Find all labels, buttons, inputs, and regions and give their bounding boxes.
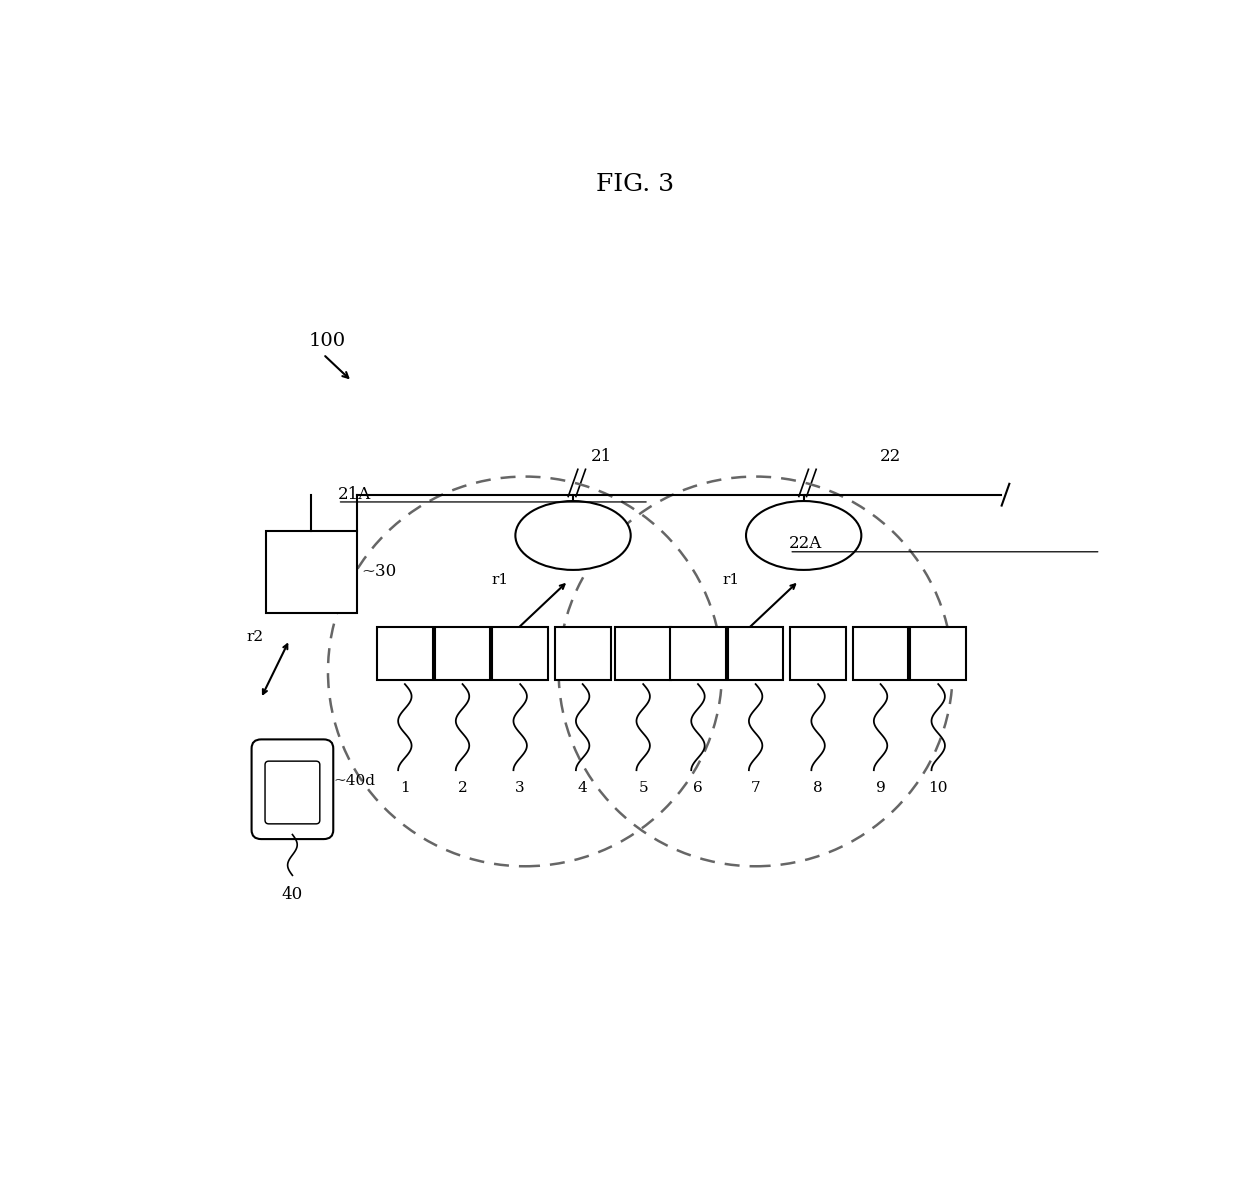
- Ellipse shape: [516, 501, 631, 570]
- Text: 9: 9: [875, 782, 885, 796]
- FancyBboxPatch shape: [615, 627, 671, 679]
- Text: r1: r1: [722, 573, 739, 587]
- Text: 1: 1: [401, 782, 409, 796]
- Text: 6: 6: [693, 782, 703, 796]
- Text: 22A: 22A: [789, 536, 822, 552]
- FancyBboxPatch shape: [670, 627, 725, 679]
- Text: 4: 4: [578, 782, 588, 796]
- FancyBboxPatch shape: [492, 627, 548, 679]
- FancyBboxPatch shape: [265, 531, 357, 612]
- Text: 2: 2: [458, 782, 467, 796]
- FancyBboxPatch shape: [910, 627, 966, 679]
- Text: 22: 22: [879, 447, 900, 465]
- Text: r1: r1: [491, 573, 508, 587]
- FancyBboxPatch shape: [377, 627, 433, 679]
- Text: 7: 7: [750, 782, 760, 796]
- FancyBboxPatch shape: [554, 627, 610, 679]
- Text: 10: 10: [929, 782, 947, 796]
- Text: 21: 21: [591, 447, 613, 465]
- Text: r2: r2: [247, 630, 263, 644]
- Ellipse shape: [746, 501, 862, 570]
- Text: FIG. 3: FIG. 3: [596, 173, 675, 195]
- FancyBboxPatch shape: [435, 627, 490, 679]
- Text: 40: 40: [281, 886, 303, 903]
- Text: 5: 5: [639, 782, 649, 796]
- FancyBboxPatch shape: [728, 627, 784, 679]
- Text: ~40d: ~40d: [334, 774, 376, 789]
- FancyBboxPatch shape: [252, 739, 334, 839]
- FancyBboxPatch shape: [790, 627, 846, 679]
- FancyBboxPatch shape: [853, 627, 909, 679]
- Text: 3: 3: [516, 782, 525, 796]
- Text: 8: 8: [813, 782, 823, 796]
- Text: 21A: 21A: [337, 486, 371, 503]
- Text: ~30: ~30: [362, 564, 397, 580]
- Text: 100: 100: [309, 332, 346, 350]
